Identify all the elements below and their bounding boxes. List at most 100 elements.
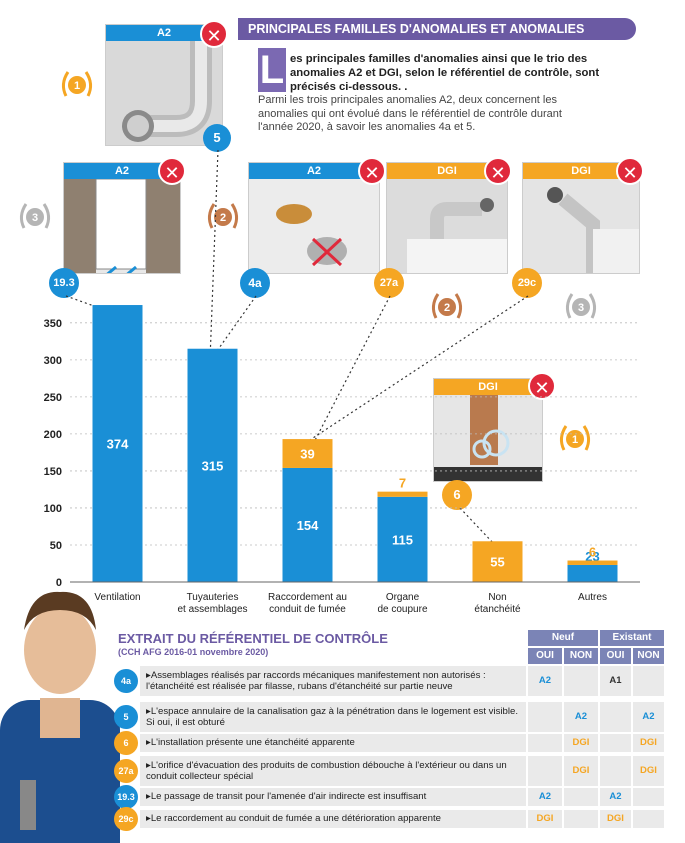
legend-cell bbox=[600, 756, 631, 786]
x-icon: ✕ bbox=[616, 157, 644, 185]
intro-body: Parmi les trois principales anomalies A2… bbox=[258, 94, 562, 133]
bar-a2 bbox=[282, 467, 333, 582]
y-tick-label: 300 bbox=[44, 355, 62, 367]
section-title: PRINCIPALES FAMILLES D'ANOMALIES ET ANOM… bbox=[238, 18, 636, 40]
legend-cell bbox=[528, 756, 562, 786]
legend-cell: DGI bbox=[528, 810, 562, 828]
legend-row bbox=[140, 734, 526, 752]
photo-tag: A2 bbox=[64, 163, 180, 179]
col-existant-oui: OUI bbox=[600, 648, 631, 664]
legend-code-badge: 29c bbox=[114, 807, 138, 831]
legend-cell bbox=[633, 788, 664, 806]
laurel-rank-3-icon: 3 bbox=[19, 203, 51, 229]
x-icon: ✕ bbox=[528, 372, 556, 400]
duct-illustration bbox=[523, 179, 639, 273]
legend-row bbox=[140, 810, 526, 828]
legend-cell bbox=[564, 810, 598, 828]
legend-code-badge: 27a bbox=[114, 759, 138, 783]
category-label: étanchéité bbox=[474, 604, 521, 615]
bar-a2 bbox=[92, 305, 143, 582]
svg-text:3: 3 bbox=[32, 212, 38, 224]
laurel-rank-1-icon: 1 bbox=[559, 425, 591, 451]
badge-code-4a: 4a bbox=[240, 268, 270, 298]
badge-code-6: 6 bbox=[442, 480, 472, 510]
legend-row-text: ▸Le raccordement au conduit de fumée a u… bbox=[146, 813, 441, 824]
legend-cell bbox=[528, 734, 562, 752]
col-neuf-oui: OUI bbox=[528, 648, 562, 664]
bar-dgi bbox=[282, 439, 333, 468]
bar-dgi bbox=[567, 560, 618, 565]
legend-code-badge: 19.3 bbox=[114, 785, 138, 809]
flue-illustration bbox=[387, 179, 507, 273]
photo-tag: DGI bbox=[523, 163, 639, 179]
legend-row-text: ▸L'installation présente une étanchéité … bbox=[146, 737, 355, 748]
col-neuf-non: NON bbox=[564, 648, 598, 664]
photo-tag: DGI bbox=[434, 379, 542, 395]
y-tick-label: 150 bbox=[44, 466, 62, 478]
category-label: Non bbox=[488, 592, 506, 603]
photo-tag: A2 bbox=[249, 163, 379, 179]
legend-cell: A2 bbox=[528, 666, 562, 696]
category-label: conduit de fumée bbox=[269, 604, 346, 615]
data-label: 154 bbox=[297, 518, 319, 533]
data-label: 39 bbox=[300, 447, 314, 462]
legend-cell: A2 bbox=[600, 788, 631, 806]
legend-row bbox=[140, 702, 526, 732]
category-label: Ventilation bbox=[94, 592, 140, 603]
legend-cell bbox=[600, 734, 631, 752]
svg-text:3: 3 bbox=[578, 302, 584, 314]
laurel-rank-3-icon: 3 bbox=[565, 293, 597, 319]
legend-cell: DGI bbox=[633, 756, 664, 786]
laurel-rank-1-icon: 1 bbox=[61, 71, 93, 97]
category-label: Raccordement au bbox=[268, 592, 347, 603]
bar-a2 bbox=[187, 348, 238, 582]
badge-code-5: 5 bbox=[203, 124, 231, 152]
legend-row-text: ▸L'espace annulaire de la canalisation g… bbox=[146, 706, 518, 728]
bar-a2 bbox=[377, 496, 428, 582]
data-label: 374 bbox=[107, 437, 129, 452]
legend-cell bbox=[633, 666, 664, 696]
legend-code-badge: 6 bbox=[114, 731, 138, 755]
x-icon: ✕ bbox=[158, 157, 186, 185]
leak-illustration bbox=[434, 395, 542, 481]
laurel-rank-2-icon: 2 bbox=[207, 203, 239, 229]
legend-cell: A1 bbox=[600, 666, 631, 696]
bar-dgi bbox=[472, 541, 523, 582]
data-label: 6 bbox=[589, 545, 596, 560]
legend-row-text: ▸Assemblages réalisés par raccords mécan… bbox=[146, 670, 486, 692]
pipe-illustration bbox=[106, 41, 222, 145]
data-label: 55 bbox=[490, 555, 504, 570]
x-icon: ✕ bbox=[358, 157, 386, 185]
y-tick-label: 250 bbox=[44, 392, 62, 404]
photo-tag: A2 bbox=[106, 25, 222, 41]
legend-subtitle: (CCH AFG 2016-01 novembre 2020) bbox=[118, 647, 269, 657]
legend-cell: DGI bbox=[600, 810, 631, 828]
legend-code-badge: 5 bbox=[114, 705, 138, 729]
category-label: et assemblages bbox=[177, 604, 247, 615]
legend-code-badge: 4a bbox=[114, 669, 138, 693]
laurel-rank-2-icon: 2 bbox=[431, 293, 463, 319]
photo-tag: DGI bbox=[387, 163, 507, 179]
legend-cell: DGI bbox=[564, 734, 598, 752]
col-group-neuf: Neuf bbox=[528, 630, 598, 646]
badge-code-29c: 29c bbox=[512, 268, 542, 298]
data-label: 23 bbox=[585, 549, 599, 564]
col-existant-non: NON bbox=[633, 648, 664, 664]
bar-dgi bbox=[377, 491, 428, 497]
y-tick-label: 50 bbox=[50, 540, 62, 552]
legend-cell bbox=[564, 788, 598, 806]
col-group-existant: Existant bbox=[600, 630, 664, 646]
intro-bold: es principales familles d'anomalies ains… bbox=[290, 53, 600, 93]
legend-cell bbox=[564, 666, 598, 696]
door-illustration bbox=[64, 178, 180, 273]
photo-anomaly-6: DGI bbox=[433, 378, 543, 482]
data-label: 7 bbox=[399, 476, 406, 491]
legend-cell bbox=[600, 702, 631, 732]
y-tick-label: 350 bbox=[44, 318, 62, 330]
legend-row-text: ▸L'orifice d'évacuation des produits de … bbox=[146, 760, 507, 782]
legend-cell: DGI bbox=[564, 756, 598, 786]
photo-anomaly-4a: A2 bbox=[248, 162, 380, 274]
legend-cell bbox=[633, 810, 664, 828]
badge-code-19-3: 19.3 bbox=[49, 268, 79, 298]
svg-text:2: 2 bbox=[444, 302, 450, 314]
